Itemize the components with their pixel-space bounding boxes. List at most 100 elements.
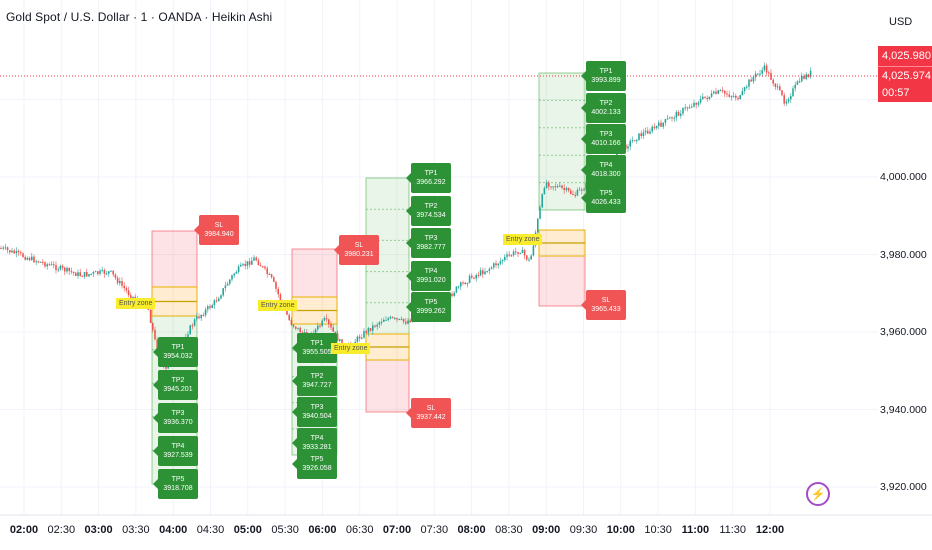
candle-body xyxy=(323,318,326,321)
candle-body xyxy=(152,322,154,330)
candle-body xyxy=(675,111,678,118)
candle-body xyxy=(259,265,262,267)
candle-body xyxy=(638,133,640,141)
tp-name: TP5 xyxy=(599,190,613,197)
candle-body xyxy=(710,93,713,97)
candle-body xyxy=(713,91,715,94)
candle-body xyxy=(561,185,563,189)
candle-body xyxy=(455,286,458,293)
candle-body xyxy=(396,317,398,320)
tp-name: TP3 xyxy=(310,404,324,411)
time-tick-label: 09:30 xyxy=(569,524,598,536)
candle-body xyxy=(495,263,497,266)
candle-body xyxy=(257,260,260,266)
candle-body xyxy=(380,321,383,323)
candle-body xyxy=(240,264,242,267)
take-profit-label: TP1 3954.032 xyxy=(153,337,198,367)
tp-name: TP1 xyxy=(424,170,438,177)
candle-body xyxy=(39,261,42,263)
price-tick-label: 3,920.000 xyxy=(880,481,927,493)
candle-body xyxy=(22,253,24,258)
candle-body xyxy=(664,119,667,123)
candle-body xyxy=(17,251,20,253)
candle-body xyxy=(400,318,403,320)
candle-body xyxy=(367,328,370,333)
time-tick-label: 06:30 xyxy=(345,524,374,536)
candle-body xyxy=(517,252,519,254)
candle-body xyxy=(567,188,570,191)
tp-price: 3947.727 xyxy=(302,382,332,389)
sl-name: SL xyxy=(354,242,364,249)
candle-body xyxy=(647,130,649,134)
take-profit-label: TP3 4010.166 xyxy=(581,124,626,154)
candle-body xyxy=(339,339,341,342)
time-tick-label: 11:30 xyxy=(719,524,747,536)
symbol-title[interactable]: Gold Spot / U.S. Dollar · 1 · OANDA · He… xyxy=(6,10,273,24)
candle-body xyxy=(466,282,469,285)
time-tick-label: 07:00 xyxy=(382,524,412,536)
candle-body xyxy=(233,273,235,276)
take-profit-label: TP5 3926.058 xyxy=(292,449,337,479)
candle-body xyxy=(697,102,700,105)
candle-body xyxy=(521,249,524,254)
candle-body xyxy=(218,298,220,302)
tp-name: TP2 xyxy=(599,100,613,107)
candle-body xyxy=(116,277,119,284)
candle-body xyxy=(783,95,785,104)
candle-body xyxy=(735,95,737,98)
lightning-icon[interactable]: ⚡ xyxy=(806,482,830,506)
take-profit-label: TP5 3999.262 xyxy=(406,292,451,322)
candle-body xyxy=(519,253,521,255)
stop-loss-label: SL 3965.433 xyxy=(581,290,626,320)
candle-body xyxy=(262,266,264,268)
candle-body xyxy=(220,295,222,299)
candle-body xyxy=(464,282,466,285)
candle-body xyxy=(407,320,409,324)
candle-body xyxy=(644,130,647,133)
candle-body xyxy=(486,270,488,272)
candle-body xyxy=(578,189,581,191)
candle-body xyxy=(209,306,211,308)
candle-body xyxy=(460,282,462,287)
candle-body xyxy=(774,83,777,88)
tp-price: 3954.032 xyxy=(163,353,193,360)
candle-body xyxy=(273,277,275,282)
tp-price: 4010.166 xyxy=(591,140,621,147)
candle-body xyxy=(251,260,253,265)
candle-body xyxy=(44,262,46,267)
time-tick-label: 10:30 xyxy=(644,524,672,536)
tp-price: 3940.504 xyxy=(302,413,332,420)
tp-price: 4002.133 xyxy=(591,109,621,116)
candle-body xyxy=(666,118,669,120)
time-tick-label: 02:00 xyxy=(9,524,39,536)
candle-body xyxy=(270,274,273,278)
price-tick-label: 3,940.000 xyxy=(880,403,927,416)
candle-body xyxy=(132,296,134,299)
candle-body xyxy=(499,261,502,264)
time-tick-label: 08:30 xyxy=(495,524,523,536)
currency-label[interactable]: USD xyxy=(889,16,913,28)
candle-body xyxy=(528,259,530,261)
candle-body xyxy=(719,90,722,92)
candle-body xyxy=(68,267,70,272)
time-tick-label: 07:30 xyxy=(420,524,449,536)
tp-price: 3945.201 xyxy=(163,386,193,393)
candle-body xyxy=(286,308,288,315)
candle-body xyxy=(110,270,112,272)
candle-body xyxy=(565,188,568,191)
time-tick-label: 03:30 xyxy=(122,524,150,536)
candle-body xyxy=(706,97,708,100)
candle-body xyxy=(779,86,781,91)
candle-body xyxy=(94,271,97,273)
candle-body xyxy=(125,288,128,291)
candle-body xyxy=(748,79,750,87)
candle-body xyxy=(563,188,565,191)
tp-price: 3982.777 xyxy=(416,244,446,251)
candle-body xyxy=(669,117,671,119)
candle-body xyxy=(103,269,106,274)
candle-body xyxy=(248,261,251,265)
candle-body xyxy=(292,324,295,327)
candle-body xyxy=(53,264,55,266)
candle-body xyxy=(361,337,363,339)
